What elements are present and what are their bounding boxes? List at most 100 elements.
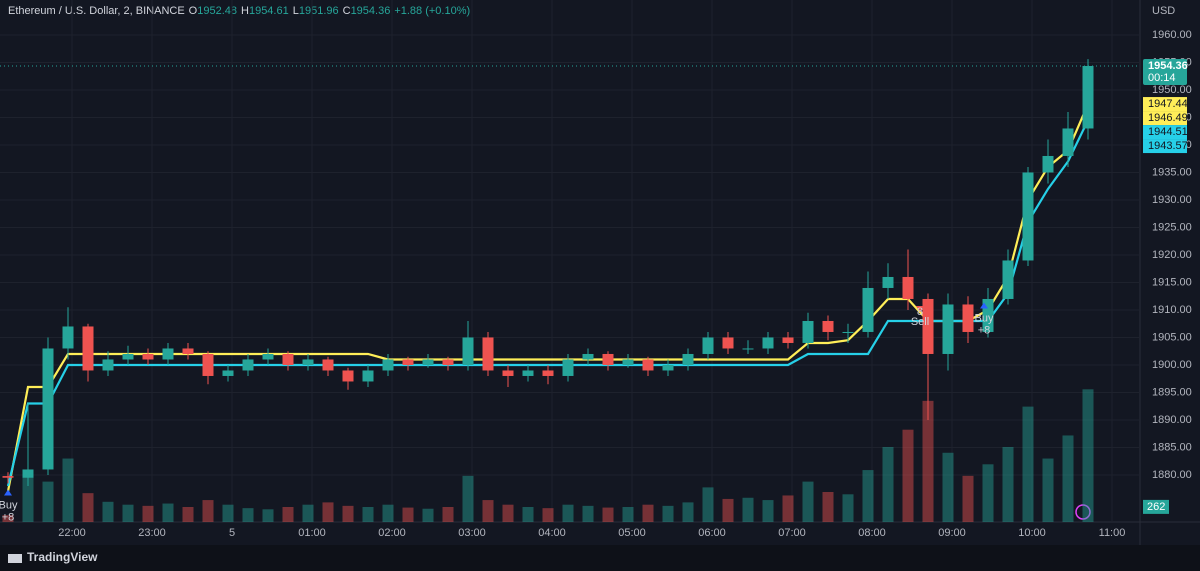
x-tick-label: 01:00: [298, 527, 326, 539]
volume-bar: [222, 504, 234, 522]
volume-bar: [822, 492, 834, 522]
countdown: 00:14: [1148, 72, 1176, 84]
volume-bar: [302, 504, 314, 522]
volume-bar: [502, 504, 514, 522]
x-tick-label: 08:00: [858, 527, 886, 539]
volume-bar: [482, 500, 494, 522]
volume-bar: [702, 487, 714, 522]
line-value-box: [1143, 139, 1187, 154]
candle-body: [982, 298, 994, 332]
brand: TradingView: [27, 550, 98, 564]
candle-body: [262, 353, 274, 360]
line-value-box: [1143, 125, 1187, 140]
candle-body: [342, 370, 354, 382]
volume-box: [1143, 499, 1169, 514]
volume-bar: [762, 500, 774, 522]
volume-bar: [322, 502, 334, 522]
last-price-box: [1143, 58, 1187, 85]
ohlc-key: C: [343, 5, 351, 17]
y-tick-label: 1960.00: [1152, 29, 1192, 41]
lightning-icon[interactable]: [1075, 504, 1091, 520]
last-price-label: 1954.36: [1148, 60, 1188, 72]
candle-body: [22, 469, 34, 478]
volume-bar: [202, 500, 214, 522]
candle-body: [82, 326, 94, 371]
candle-body: [322, 359, 334, 371]
volume-bar: [442, 507, 454, 522]
candle-body: [382, 359, 394, 371]
volume-bar: [262, 509, 274, 522]
signal-arrow: [4, 489, 12, 496]
y-tick-label: 1930.00: [1152, 194, 1192, 206]
candle-body: [442, 359, 454, 365]
volume-bar: [42, 481, 54, 522]
volume-bar: [22, 470, 34, 522]
candle-body: [502, 370, 514, 376]
candle-body: [42, 348, 54, 470]
signal-qty: +8: [2, 511, 15, 523]
volume-bar: [102, 501, 114, 522]
candle-body: [1082, 65, 1094, 129]
x-tick-label: 11:00: [1099, 527, 1126, 539]
volume-bar: [642, 504, 654, 522]
ohlc-value: 1954.61: [249, 5, 289, 17]
volume-bar: [842, 494, 854, 522]
ohlc-value: 1954.36: [351, 5, 391, 17]
volume-bar: [962, 475, 974, 522]
volume-bar: [402, 507, 414, 522]
volume-bar: [662, 505, 674, 522]
candle-body: [122, 353, 134, 360]
volume-bar: [922, 400, 934, 522]
candle-body: [202, 353, 214, 376]
candle-body: [682, 353, 694, 365]
x-tick-label: 10:00: [1018, 527, 1046, 539]
y-tick-label: 1900.00: [1152, 359, 1192, 371]
volume-bar: [582, 505, 594, 522]
volume-bar: [462, 475, 474, 522]
volume-bar: [162, 503, 174, 522]
candle-body: [242, 359, 254, 371]
x-tick-label: 22:00: [58, 527, 86, 539]
candle-body: [642, 359, 654, 371]
volume-bar: [182, 507, 194, 522]
candle-body: [1002, 260, 1014, 299]
signal-label: Buy: [975, 312, 994, 324]
candle-body: [302, 359, 314, 365]
x-tick-label: 23:00: [138, 527, 166, 539]
candle-body: [962, 304, 974, 332]
volume-bar: [522, 507, 534, 522]
volume-bar: [982, 464, 994, 522]
y-tick-label: 1910.00: [1152, 304, 1192, 316]
footer-bar: [0, 545, 1200, 571]
candle-body: [722, 337, 734, 349]
candle-body: [282, 353, 294, 365]
volume-bar: [1082, 389, 1094, 522]
signal-label: Buy: [0, 499, 18, 511]
volume-bar: [82, 493, 94, 522]
candle-body: [2, 476, 14, 478]
volume-bar: [422, 508, 434, 522]
volume-bar: [342, 505, 354, 522]
volume-bar: [882, 447, 894, 522]
candle-body: [742, 348, 754, 350]
candle-body: [142, 353, 154, 360]
line-value-label: 1944.51: [1148, 126, 1188, 138]
volume-bar: [782, 495, 794, 522]
line-value-label: 1946.49: [1148, 112, 1188, 124]
candle-body: [362, 370, 374, 382]
volume-bar: [622, 507, 634, 522]
volume-bar: [682, 502, 694, 522]
candle-body: [562, 359, 574, 376]
volume-bar: [542, 508, 554, 522]
volume-bar: [722, 498, 734, 522]
volume-bar: [282, 507, 294, 522]
y-tick-label: 1950.00: [1152, 84, 1192, 96]
ohlc-key: L: [293, 5, 299, 17]
ohlc-value: 1951.96: [299, 5, 339, 17]
candle-body: [702, 337, 714, 354]
volume-bar: [942, 452, 954, 522]
volume-bar: [362, 507, 374, 522]
candle-body: [422, 359, 434, 365]
volume-bar: [602, 507, 614, 522]
volume-bar: [862, 470, 874, 522]
